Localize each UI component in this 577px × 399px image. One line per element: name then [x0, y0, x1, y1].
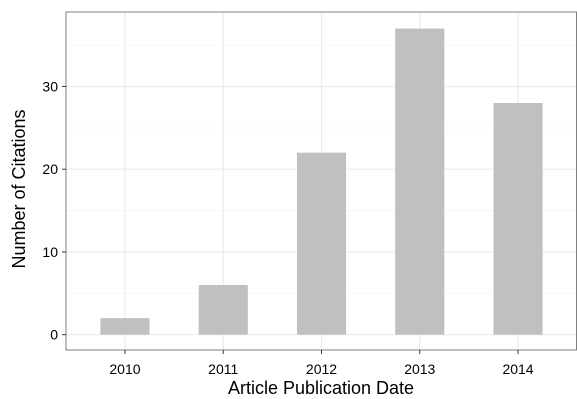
x-tick-label: 2011: [208, 361, 238, 377]
x-tick-label: 2010: [109, 361, 140, 377]
bar-2010: [100, 318, 150, 335]
y-tick-label: 10: [42, 244, 58, 260]
bar-2011: [198, 285, 248, 335]
y-tick-label: 0: [50, 327, 58, 343]
bar-2012: [296, 152, 347, 335]
bar-2013: [395, 28, 445, 335]
y-axis-title: Number of Citations: [9, 109, 29, 268]
bar-2014: [493, 103, 543, 335]
x-tick-label: 2014: [502, 361, 533, 377]
x-tick-label: 2013: [404, 361, 435, 377]
y-axis: 0 10 20 30: [42, 78, 66, 343]
x-tick-label: 2012: [306, 361, 337, 377]
y-tick-label: 30: [42, 78, 58, 94]
bars: [100, 28, 543, 335]
y-tick-label: 20: [42, 161, 58, 177]
x-axis: 2010 2011 2012 2013 2014: [109, 350, 534, 377]
x-axis-title: Article Publication Date: [228, 378, 414, 398]
